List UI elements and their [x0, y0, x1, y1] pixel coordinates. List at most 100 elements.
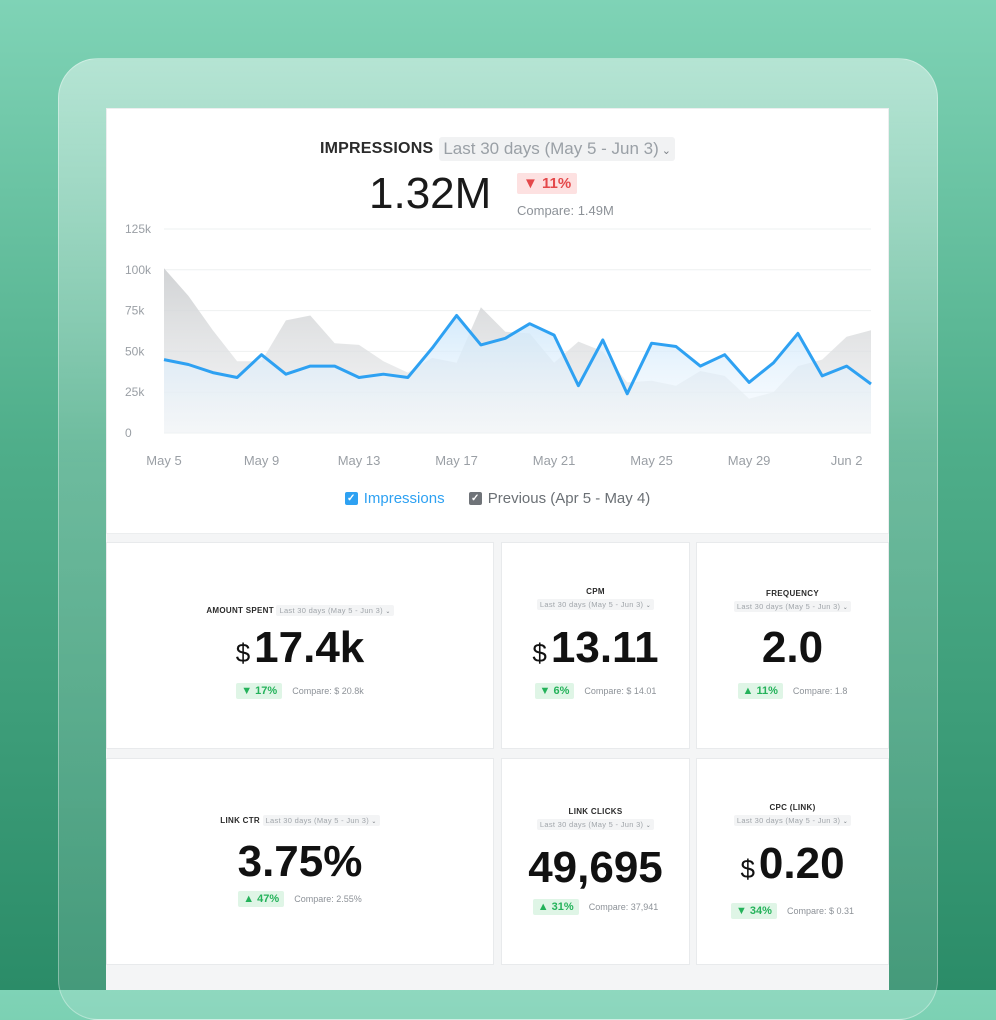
chevron-down-icon: ⌄ — [645, 823, 652, 829]
kpi-number: 0.20 — [758, 839, 845, 888]
x-tick-label: May 29 — [728, 453, 771, 468]
currency-symbol: $ — [532, 638, 547, 668]
kpi-label: LINK CTR — [220, 816, 261, 825]
legend-impressions[interactable]: ✓ Impressions — [344, 489, 445, 507]
compare-text: Compare: 1.8 — [792, 686, 848, 696]
chevron-down-icon: ⌄ — [661, 145, 671, 157]
y-tick-label: 50k — [125, 344, 145, 358]
chart-legend: ✓ Impressions ✓ Previous (Apr 5 - May 4) — [107, 489, 888, 507]
kpi-footer: ▼ 34% Compare: $ 0.31 — [697, 903, 888, 919]
kpi-header: AMOUNT SPENT Last 30 days (May 5 - Jun 3… — [107, 605, 493, 616]
kpi-footer: ▼ 6% Compare: $ 14.01 — [502, 683, 689, 699]
kpi-value: $13.11 — [502, 623, 689, 673]
date-range-dropdown[interactable]: Last 30 days (May 5 - Jun 3) ⌄ — [536, 599, 655, 610]
change-badge: ▼ 11% — [517, 173, 578, 194]
kpi-footer: ▲ 31% Compare: 37,941 — [502, 899, 689, 915]
date-range-label: Last 30 days (May 5 - Jun 3) — [265, 816, 369, 825]
change-badge: ▲ 11% — [737, 683, 783, 699]
kpi-footer: ▲ 11% Compare: 1.8 — [697, 683, 888, 699]
kpi-label: AMOUNT SPENT — [206, 606, 274, 615]
kpi-header: FREQUENCY Last 30 days (May 5 - Jun 3) ⌄ — [697, 589, 888, 612]
kpi-number: 17.4k — [254, 623, 365, 672]
kpi-value: $0.20 — [697, 839, 888, 889]
kpi-label: CPM — [586, 587, 605, 596]
kpi-number: 49,695 — [528, 843, 663, 892]
date-range-dropdown[interactable]: Last 30 days (May 5 - Jun 3) ⌄ — [439, 137, 675, 161]
legend-previous-label: Previous (Apr 5 - May 4) — [487, 489, 651, 507]
checkbox-checked-icon: ✓ — [468, 492, 482, 506]
dashboard-screen: IMPRESSIONS Last 30 days (May 5 - Jun 3) ⌄… — [106, 108, 889, 990]
widget-title: IMPRESSIONS — [320, 140, 434, 157]
kpi-header: CPM Last 30 days (May 5 - Jun 3) ⌄ — [502, 587, 689, 610]
change-badge: ▲ 31% — [532, 899, 579, 915]
chevron-down-icon: ⌄ — [842, 819, 849, 825]
chevron-down-icon: ⌄ — [842, 605, 849, 611]
legend-previous[interactable]: ✓ Previous (Apr 5 - May 4) — [468, 489, 651, 507]
date-range-label: Last 30 days (May 5 - Jun 3) — [539, 600, 644, 609]
checkbox-checked-icon: ✓ — [344, 492, 358, 506]
kpi-label: LINK CLICKS — [568, 807, 623, 816]
date-range-dropdown[interactable]: Last 30 days (May 5 - Jun 3) ⌄ — [536, 819, 655, 830]
currency-symbol: $ — [235, 638, 251, 668]
currency-symbol: $ — [740, 854, 755, 884]
kpi-label: FREQUENCY — [766, 589, 819, 598]
date-range-label: Last 30 days (May 5 - Jun 3) — [443, 139, 659, 158]
y-tick-label: 100k — [125, 263, 152, 277]
x-tick-label: May 13 — [338, 453, 381, 468]
kpi-card-frequency: FREQUENCY Last 30 days (May 5 - Jun 3) ⌄ 2… — [696, 542, 889, 749]
compare-text: Compare: $ 20.8k — [292, 686, 364, 696]
kpi-number: 13.11 — [550, 623, 659, 672]
date-range-label: Last 30 days (May 5 - Jun 3) — [539, 820, 644, 829]
change-badge: ▼ 17% — [236, 683, 283, 699]
chevron-down-icon: ⌄ — [385, 609, 391, 615]
legend-impressions-label: Impressions — [363, 489, 445, 507]
y-tick-label: 125k — [125, 222, 152, 236]
date-range-label: Last 30 days (May 5 - Jun 3) — [736, 602, 841, 611]
date-range-label: Last 30 days (May 5 - Jun 3) — [736, 816, 841, 825]
x-tick-label: Jun 2 — [831, 453, 863, 468]
date-range-dropdown[interactable]: Last 30 days (May 5 - Jun 3) ⌄ — [733, 815, 852, 826]
date-range-label: Last 30 days (May 5 - Jun 3) — [279, 606, 383, 615]
y-tick-label: 25k — [125, 385, 145, 399]
kpi-footer: ▼ 17% Compare: $ 20.8k — [107, 683, 493, 699]
kpi-footer: ▲ 47% Compare: 2.55% — [107, 891, 493, 907]
kpi-value: 2.0 — [697, 623, 888, 673]
metric-summary: 1.32M ▼ 11% Compare: 1.49M — [107, 169, 888, 225]
kpi-card-cpc-link: CPC (LINK) Last 30 days (May 5 - Jun 3) ⌄… — [696, 758, 889, 965]
compare-text: Compare: 37,941 — [588, 902, 659, 912]
impressions-series-line — [163, 314, 872, 396]
impressions-chart[interactable]: 125k 100k 75k 50k 25k 0 May 5 May 9 May 13 May 1… — [107, 219, 890, 479]
kpi-number: 3.75% — [237, 837, 363, 886]
change-badge: ▼ 6% — [534, 683, 575, 699]
compare-text: Compare: $ 14.01 — [584, 686, 657, 696]
compare-text: Compare: 2.55% — [294, 894, 362, 904]
kpi-value: 3.75% — [107, 837, 493, 887]
kpi-number: 2.0 — [761, 623, 824, 672]
date-range-dropdown[interactable]: Last 30 days (May 5 - Jun 3) ⌄ — [733, 601, 852, 612]
kpi-header: LINK CTR Last 30 days (May 5 - Jun 3) ⌄ — [107, 815, 493, 826]
chevron-down-icon: ⌄ — [371, 819, 377, 825]
x-tick-label: May 9 — [244, 453, 279, 468]
widget-header: IMPRESSIONS Last 30 days (May 5 - Jun 3) ⌄ — [107, 137, 888, 161]
kpi-card-amount-spent: AMOUNT SPENT Last 30 days (May 5 - Jun 3… — [106, 542, 494, 749]
y-tick-label: 0 — [125, 426, 132, 440]
y-tick-label: 75k — [125, 304, 145, 318]
date-range-dropdown[interactable]: Last 30 days (May 5 - Jun 3) ⌄ — [262, 815, 380, 826]
x-tick-label: May 25 — [630, 453, 673, 468]
chevron-down-icon: ⌄ — [645, 603, 652, 609]
kpi-card-link-ctr: LINK CTR Last 30 days (May 5 - Jun 3) ⌄ 3… — [106, 758, 494, 965]
change-badge: ▼ 34% — [730, 903, 777, 919]
change-badge: ▲ 47% — [238, 891, 285, 907]
kpi-value: $17.4k — [107, 623, 493, 673]
kpi-header: LINK CLICKS Last 30 days (May 5 - Jun 3) … — [502, 807, 689, 830]
compare-text: Compare: $ 0.31 — [786, 906, 854, 916]
x-tick-label: May 5 — [146, 453, 181, 468]
kpi-header: CPC (LINK) Last 30 days (May 5 - Jun 3) ⌄ — [697, 803, 888, 826]
date-range-dropdown[interactable]: Last 30 days (May 5 - Jun 3) ⌄ — [276, 605, 394, 616]
x-tick-label: May 17 — [435, 453, 478, 468]
impressions-series-area — [164, 315, 871, 433]
x-tick-label: May 21 — [533, 453, 576, 468]
kpi-card-link-clicks: LINK CLICKS Last 30 days (May 5 - Jun 3) … — [501, 758, 690, 965]
kpi-value: 49,695 — [502, 843, 689, 893]
kpi-label: CPC (LINK) — [769, 803, 816, 812]
